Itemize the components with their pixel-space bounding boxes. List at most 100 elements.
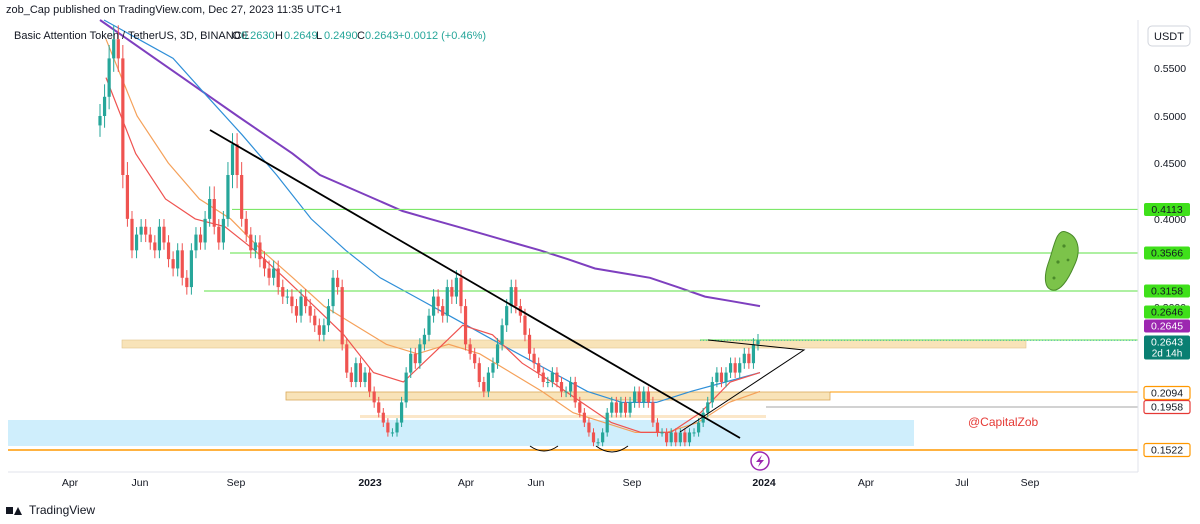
time-tick-label: Sep	[623, 477, 642, 489]
candle-body	[290, 296, 294, 307]
currency-button[interactable]: USDT	[1147, 25, 1191, 47]
candle	[637, 386, 641, 408]
candle-body	[121, 58, 125, 175]
price-tick-label: 0.5500	[1154, 63, 1186, 75]
candle-body	[107, 58, 111, 97]
price-badge-label: 0.1958	[1151, 402, 1183, 414]
candle-body	[431, 296, 436, 316]
candle	[235, 133, 239, 189]
candle	[500, 318, 504, 351]
candle-body	[523, 315, 527, 335]
price-chart[interactable]: 0.55000.50000.45000.40000.3000AprJunSep2…	[0, 0, 1200, 500]
candle	[180, 243, 184, 286]
support-zone-middle	[285, 391, 831, 401]
candle	[98, 104, 102, 137]
candle	[463, 298, 468, 351]
candle	[477, 357, 481, 388]
candle	[459, 270, 463, 314]
candle-body	[98, 116, 102, 126]
ascending-triangle-pattern[interactable]	[679, 339, 806, 433]
candle-body	[564, 391, 568, 393]
candle	[112, 25, 116, 72]
candle	[559, 376, 564, 398]
candle	[144, 219, 148, 243]
tradingview-brand-label: TradingView	[29, 503, 96, 517]
candle	[345, 338, 349, 379]
candle-body	[249, 234, 253, 251]
candle	[564, 386, 568, 398]
candle	[623, 396, 628, 418]
tradingview-brand[interactable]: TradingView	[6, 503, 95, 517]
price-badge-label: 0.2094	[1151, 388, 1183, 400]
footer-bar	[0, 500, 1200, 524]
candle-body	[363, 372, 367, 383]
candle-body	[628, 402, 632, 413]
candle-body	[633, 391, 637, 403]
support-zone-thin	[360, 415, 766, 418]
watermark-text: @CapitalZob	[968, 415, 1039, 429]
price-badge: 0.3566	[1144, 246, 1190, 260]
candle-body	[230, 144, 235, 175]
candle	[267, 260, 271, 286]
candle	[674, 428, 678, 447]
candle-body	[267, 268, 271, 278]
candle-body	[747, 353, 751, 364]
ohlc-change: +0.0012 (+0.46%)	[398, 30, 486, 42]
price-badge: 0.3158	[1144, 284, 1190, 298]
candle	[582, 408, 586, 428]
descending-trendline[interactable]	[209, 129, 741, 439]
event-lightning-icon[interactable]	[750, 451, 770, 471]
candle-body	[441, 306, 445, 316]
candle-body	[377, 402, 381, 413]
candle	[208, 186, 212, 227]
double-bottom-arc-left[interactable]	[529, 445, 559, 452]
candle-body	[532, 353, 536, 364]
candle-body	[331, 277, 335, 307]
currency-button-label[interactable]: USDT	[1154, 31, 1184, 43]
candle-body	[692, 432, 696, 434]
candle	[742, 347, 746, 369]
candle	[390, 428, 395, 437]
candle-body	[710, 382, 714, 403]
price-badge-bg	[1143, 442, 1191, 458]
candle	[751, 338, 756, 369]
candle-body	[719, 372, 724, 383]
candle-body	[203, 218, 207, 243]
candle	[336, 270, 340, 295]
candle	[194, 227, 198, 259]
candle-body	[578, 402, 582, 413]
candle-body	[637, 391, 641, 403]
candle-body	[674, 432, 678, 443]
candle	[313, 308, 317, 332]
candle-body	[240, 175, 244, 219]
price-badge-bg	[1144, 319, 1190, 333]
candle	[692, 428, 696, 437]
candle-body	[144, 226, 148, 235]
candle-body	[587, 422, 591, 433]
candle	[102, 84, 107, 128]
ohlc-o-value: 0.2630	[241, 30, 275, 42]
candle-body	[180, 250, 184, 278]
candle	[473, 347, 477, 369]
candle	[189, 243, 193, 295]
candle	[121, 44, 125, 189]
candle-body	[208, 199, 212, 219]
candle	[747, 347, 751, 369]
candle-body	[244, 218, 248, 235]
candle-body	[706, 402, 710, 413]
candle-body	[445, 287, 449, 316]
time-tick-label: Apr	[858, 477, 875, 489]
candle-body	[322, 325, 326, 335]
candle	[436, 289, 440, 314]
candle-body	[669, 432, 673, 443]
price-badge-bg	[1143, 385, 1191, 401]
candle	[317, 318, 321, 342]
candle	[505, 298, 509, 332]
double-bottom-arc-right[interactable]	[595, 445, 629, 453]
time-tick-label: Sep	[227, 477, 246, 489]
candle	[642, 386, 646, 408]
support-zone-blue	[8, 420, 914, 446]
candle-body	[655, 422, 660, 433]
candle-body	[468, 344, 472, 354]
candle-body	[495, 344, 500, 364]
